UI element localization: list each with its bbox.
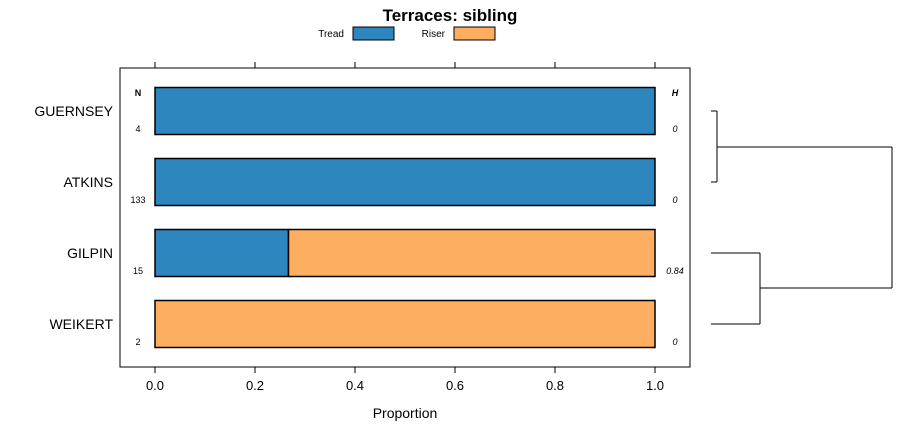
chart-title: Terraces: sibling xyxy=(383,6,518,25)
x-tick-label: 1.0 xyxy=(646,378,664,393)
bar-guernsey-tread xyxy=(154,86,656,136)
bars xyxy=(154,86,656,349)
legend-swatch-tread xyxy=(352,26,395,41)
legend-label-tread: Tread xyxy=(318,29,344,40)
legend-label-riser: Riser xyxy=(422,29,446,40)
n-header: N xyxy=(135,88,142,98)
x-tick-label: 0.8 xyxy=(546,378,564,393)
x-tick-label: 0.6 xyxy=(446,378,464,393)
category-label-atkins: ATKINS xyxy=(63,174,113,190)
n-value: 4 xyxy=(135,124,140,134)
category-label-gilpin: GILPIN xyxy=(67,245,113,261)
x-axis-title: Proportion xyxy=(373,405,438,421)
n-value: 15 xyxy=(133,266,143,276)
category-labels: GUERNSEY ATKINS GILPIN WEIKERT xyxy=(34,103,113,332)
n-value: 133 xyxy=(130,195,145,205)
h-header: H xyxy=(672,88,679,98)
x-tick-label: 0.0 xyxy=(146,378,164,393)
x-axis: 0.0 0.2 0.4 0.6 0.8 1.0 xyxy=(146,62,664,393)
side-annotations: N H 4 133 15 2 0 0 0.84 0 xyxy=(130,88,683,347)
x-tick-label: 0.4 xyxy=(346,378,364,393)
category-label-weikert: WEIKERT xyxy=(49,316,113,332)
bar-atkins-tread xyxy=(154,157,656,207)
n-value: 2 xyxy=(135,337,140,347)
legend: Tread Riser xyxy=(318,26,496,41)
h-value: 0 xyxy=(672,337,677,347)
h-value: 0 xyxy=(672,195,677,205)
dendrogram xyxy=(711,110,893,325)
x-tick-label: 0.2 xyxy=(246,378,264,393)
legend-swatch-riser xyxy=(453,26,496,41)
h-value: 0.84 xyxy=(666,266,684,276)
plot-frame xyxy=(119,67,691,368)
h-value: 0 xyxy=(672,124,677,134)
bar-weikert-riser xyxy=(154,299,656,349)
bar-gilpin-riser xyxy=(287,228,656,278)
category-label-guernsey: GUERNSEY xyxy=(34,103,113,119)
bar-gilpin-tread xyxy=(154,228,290,278)
